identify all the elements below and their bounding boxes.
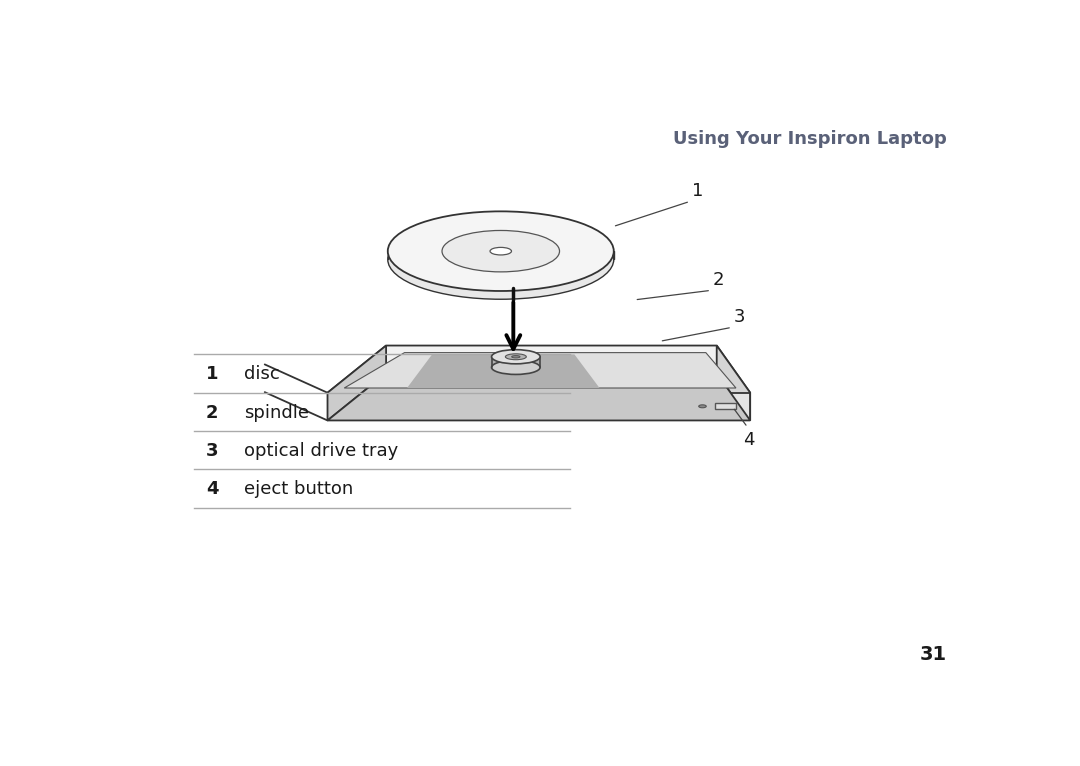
- Polygon shape: [717, 345, 751, 421]
- Text: 2: 2: [713, 271, 724, 289]
- Text: 3: 3: [733, 308, 745, 326]
- Text: spindle: spindle: [244, 404, 309, 421]
- Ellipse shape: [491, 360, 540, 375]
- Text: 4: 4: [206, 480, 218, 499]
- Ellipse shape: [490, 247, 512, 255]
- Ellipse shape: [512, 355, 521, 358]
- Text: disc: disc: [244, 365, 280, 383]
- Text: optical drive tray: optical drive tray: [244, 442, 399, 460]
- Polygon shape: [327, 393, 751, 421]
- Ellipse shape: [388, 220, 613, 300]
- Ellipse shape: [491, 349, 540, 364]
- Text: 2: 2: [206, 404, 218, 421]
- Text: 31: 31: [920, 645, 947, 664]
- Text: 3: 3: [206, 442, 218, 460]
- Polygon shape: [327, 345, 751, 393]
- Polygon shape: [327, 373, 751, 421]
- Polygon shape: [345, 352, 735, 388]
- Ellipse shape: [442, 231, 559, 272]
- Text: 4: 4: [743, 431, 755, 449]
- Text: eject button: eject button: [244, 480, 353, 499]
- Ellipse shape: [699, 404, 706, 408]
- Text: 1: 1: [206, 365, 218, 383]
- Polygon shape: [715, 404, 735, 409]
- Polygon shape: [327, 345, 387, 421]
- Text: 1: 1: [691, 182, 703, 200]
- Text: Using Your Inspiron Laptop: Using Your Inspiron Laptop: [673, 130, 947, 149]
- Ellipse shape: [505, 354, 526, 360]
- Ellipse shape: [388, 211, 613, 291]
- Polygon shape: [407, 355, 599, 388]
